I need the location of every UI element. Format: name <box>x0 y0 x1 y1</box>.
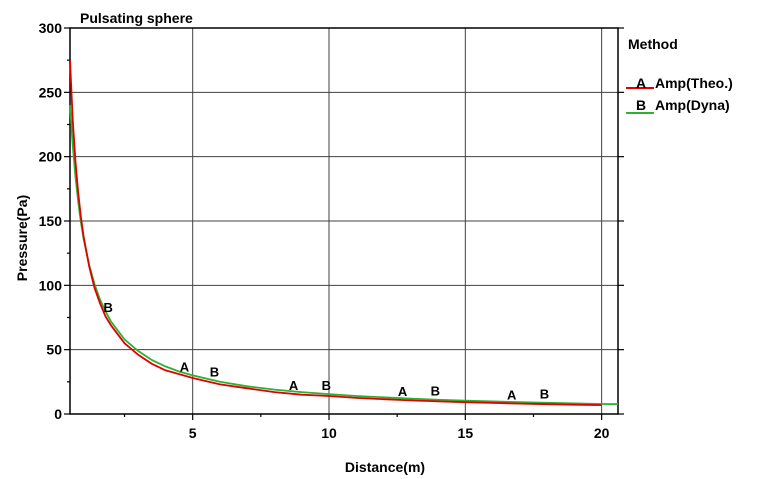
series-marker-B: B <box>322 378 331 393</box>
y-tick-label: 250 <box>39 84 63 100</box>
legend-title: Method <box>628 36 678 52</box>
series-line-dyna <box>69 105 619 406</box>
axis-ticks: 0 50 100 150 200 250 300 5 10 15 20 <box>39 20 624 441</box>
series-line-theo <box>69 60 602 406</box>
chart-title: Pulsating sphere <box>80 10 193 26</box>
legend-entry-dyna: B Amp(Dyna) <box>626 97 730 114</box>
series-marker-A: A <box>398 384 408 399</box>
y-tick-label: 300 <box>39 20 63 36</box>
series-lines <box>69 60 619 406</box>
x-axis-label: Distance(m) <box>345 459 425 475</box>
series-marker-B: B <box>103 300 112 315</box>
series-marker-A: A <box>289 378 299 393</box>
grid-lines <box>70 28 618 414</box>
y-tick-label: 0 <box>54 406 62 422</box>
x-tick-label: 5 <box>189 425 197 441</box>
series-marker-A: A <box>507 387 517 402</box>
x-tick-label: 10 <box>321 425 337 441</box>
y-tick-label: 150 <box>39 213 63 229</box>
y-tick-label: 50 <box>46 342 62 358</box>
y-tick-label: 100 <box>39 277 63 293</box>
series-marker-B: B <box>540 387 549 402</box>
x-tick-label: 20 <box>594 425 610 441</box>
series-marker-A: A <box>180 360 190 375</box>
series-markers: A A A A B B B B B <box>103 300 549 402</box>
y-tick-label: 200 <box>39 149 63 165</box>
series-marker-B: B <box>210 365 219 380</box>
y-axis-label: Pressure(Pa) <box>14 195 30 281</box>
series-marker-B: B <box>431 384 440 399</box>
legend-label-theo: Amp(Theo.) <box>655 75 733 91</box>
x-tick-label: 15 <box>458 425 474 441</box>
legend-marker-theo: A <box>636 75 646 91</box>
legend-marker-dyna: B <box>636 97 646 113</box>
legend: Method A Amp(Theo.) B Amp(Dyna) <box>626 36 733 114</box>
legend-entry-theo: A Amp(Theo.) <box>626 75 733 91</box>
legend-label-dyna: Amp(Dyna) <box>655 97 730 113</box>
